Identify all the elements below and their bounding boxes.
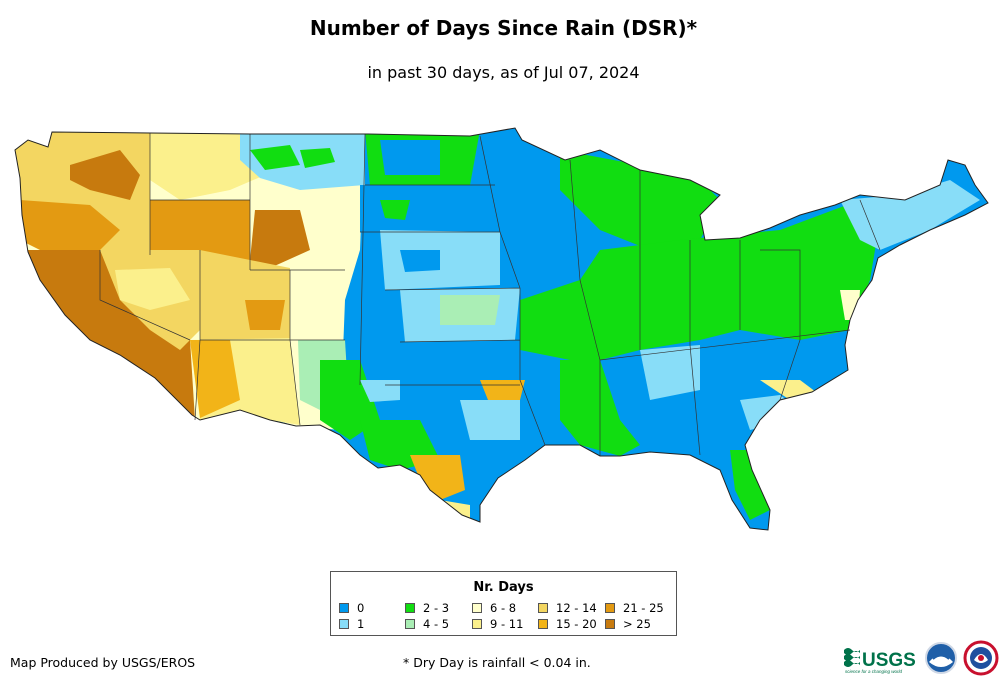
legend-item: 9 - 11 xyxy=(472,617,523,631)
usgs-logo: USGS science for a changing world xyxy=(844,648,916,674)
legend-label: 1 xyxy=(357,617,365,631)
legend-swatch xyxy=(605,619,615,629)
legend-swatch xyxy=(472,619,482,629)
legend-swatch xyxy=(405,603,415,613)
legend-swatch xyxy=(538,619,548,629)
legend-item: > 25 xyxy=(605,617,651,631)
legend-label: 2 - 3 xyxy=(423,601,450,615)
legend-swatch xyxy=(472,603,482,613)
legend-swatch xyxy=(339,603,349,613)
credit-text: Map Produced by USGS/EROS xyxy=(10,655,196,670)
legend-swatch xyxy=(405,619,415,629)
legend-label: 4 - 5 xyxy=(423,617,450,631)
legend-label: 15 - 20 xyxy=(556,617,597,631)
legend-item: 0 xyxy=(339,601,364,615)
legend-title: Nr. Days xyxy=(473,580,534,595)
usgs-logo-text: USGS xyxy=(862,650,916,671)
legend: Nr. Days 0 1 2 - 3 4 - 5 6 - 8 9 - 11 12… xyxy=(330,571,677,636)
legend-item: 21 - 25 xyxy=(605,601,664,615)
legend-label: > 25 xyxy=(623,617,651,631)
legend-label: 9 - 11 xyxy=(490,617,524,631)
legend-item: 2 - 3 xyxy=(405,601,449,615)
map-title: Number of Days Since Rain (DSR)* xyxy=(309,16,698,40)
legend-item: 12 - 14 xyxy=(538,601,597,615)
usgs-logo-tagline: science for a changing world xyxy=(845,669,903,674)
legend-label: 0 xyxy=(357,601,365,615)
legend-label: 12 - 14 xyxy=(556,601,597,615)
state-boundaries xyxy=(99,133,881,456)
legend-label: 6 - 8 xyxy=(490,601,517,615)
noaa-logo xyxy=(925,642,957,674)
legend-item: 1 xyxy=(339,617,364,631)
map-subtitle: in past 30 days, as of Jul 07, 2024 xyxy=(367,63,640,82)
legend-swatch xyxy=(605,603,615,613)
nws-logo xyxy=(963,640,999,676)
footnote-text: * Dry Day is rainfall < 0.04 in. xyxy=(403,655,591,670)
legend-item: 4 - 5 xyxy=(405,617,449,631)
legend-swatch xyxy=(538,603,548,613)
legend-item: 6 - 8 xyxy=(472,601,516,615)
legend-swatch xyxy=(339,619,349,629)
legend-item: 15 - 20 xyxy=(538,617,597,631)
legend-label: 21 - 25 xyxy=(623,601,664,615)
dsr-map xyxy=(14,127,989,531)
